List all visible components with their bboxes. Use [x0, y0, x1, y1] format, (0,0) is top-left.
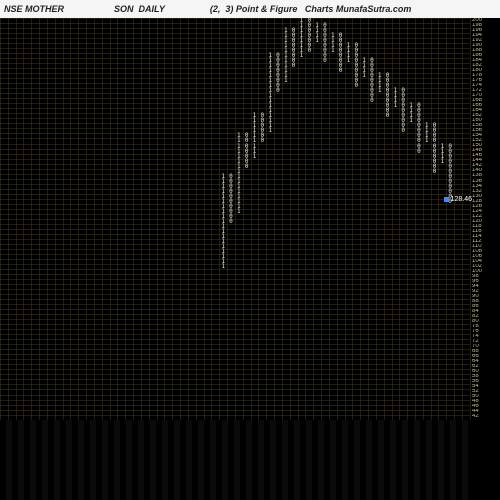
grid-line-v	[39, 18, 40, 420]
grid-line-v	[102, 18, 103, 420]
pf-cell: 1	[298, 53, 306, 58]
grid-line-v	[8, 18, 9, 420]
pnf-chart-area: 1111111111111111111000000000011111111111…	[0, 18, 470, 420]
grid-line-v	[337, 18, 338, 420]
header-gap2	[165, 4, 210, 14]
grid-line-v	[133, 18, 134, 420]
grid-line-v	[243, 18, 244, 420]
grid-line-v	[16, 18, 17, 420]
pf-cell: 0	[368, 98, 376, 103]
grid-line-v	[392, 18, 393, 420]
grid-line-v	[141, 18, 142, 420]
grid-line-v	[125, 18, 126, 420]
bottom-stripe	[462, 420, 468, 500]
grid-line-v	[438, 18, 439, 420]
grid-line-v	[78, 18, 79, 420]
pf-cell: 1	[407, 118, 415, 123]
grid-line-v	[462, 18, 463, 420]
grid-line-v	[305, 18, 306, 420]
grid-line-v	[235, 18, 236, 420]
grid-line-v	[63, 18, 64, 420]
grid-line-v	[94, 18, 95, 420]
grid-line-v	[290, 18, 291, 420]
grid-line-v	[110, 18, 111, 420]
price-marker-dot	[444, 197, 449, 202]
grid-line-v	[196, 18, 197, 420]
grid-line-v	[188, 18, 189, 420]
grid-line-v	[399, 18, 400, 420]
pf-cell: 0	[431, 169, 439, 174]
header-timeframe: SON DAILY	[114, 4, 165, 14]
grid-line-v	[251, 18, 252, 420]
pf-cell: 1	[282, 78, 290, 83]
header-gap1	[64, 4, 114, 14]
grid-line-v	[157, 18, 158, 420]
grid-line-v	[47, 18, 48, 420]
pf-cell: 1	[329, 48, 337, 53]
pf-cell: 0	[258, 138, 266, 143]
header-symbol: NSE MOTHER	[4, 4, 64, 14]
pf-cell: 0	[415, 149, 423, 154]
pf-cell: 1	[219, 264, 227, 269]
pf-cell: 1	[360, 73, 368, 78]
grid-line-v	[70, 18, 71, 420]
grid-line-v	[180, 18, 181, 420]
pf-cell: 0	[290, 63, 298, 68]
grid-line-v	[454, 18, 455, 420]
grid-line-v	[149, 18, 150, 420]
grid-line-v	[446, 18, 447, 420]
pf-cell: 0	[321, 58, 329, 63]
pf-cell: 0	[384, 113, 392, 118]
header-source: (2, 3) Point & Figure Charts MunafaSutra…	[210, 4, 412, 14]
pf-cell: 0	[337, 68, 345, 73]
grid-line-v	[172, 18, 173, 420]
pf-cell: 1	[251, 154, 259, 159]
grid-line-v	[258, 18, 259, 420]
pf-cell: 1	[266, 128, 274, 133]
grid-line-v	[360, 18, 361, 420]
pf-cell: 0	[243, 164, 251, 169]
chart-container: NSE MOTHER SON DAILY (2, 3) Point & Figu…	[0, 0, 500, 500]
pf-cell: 1	[345, 58, 353, 63]
grid-line-v	[407, 18, 408, 420]
pf-cell: 1	[423, 138, 431, 143]
grid-line-v	[55, 18, 56, 420]
grid-line-v	[345, 18, 346, 420]
y-axis-label: 42	[470, 414, 500, 419]
pf-cell: 0	[352, 83, 360, 88]
grid-line-v	[117, 18, 118, 420]
pf-cell: 0	[274, 88, 282, 93]
price-marker-value: 128.46	[451, 196, 472, 203]
grid-line-v	[204, 18, 205, 420]
grid-line-v	[211, 18, 212, 420]
grid-line-v	[298, 18, 299, 420]
pf-cell: 1	[376, 88, 384, 93]
grid-line-v	[431, 18, 432, 420]
grid-line-v	[164, 18, 165, 420]
pf-cell: 0	[399, 128, 407, 133]
price-marker: 128.46	[444, 196, 472, 203]
grid-line-v	[0, 18, 1, 420]
pf-cell: 0	[227, 219, 235, 224]
bottom-strip	[0, 420, 500, 500]
pf-cell: 1	[313, 38, 321, 43]
pf-cell: 0	[305, 48, 313, 53]
grid-line-v	[86, 18, 87, 420]
grid-line-v	[415, 18, 416, 420]
pf-cell: 1	[392, 103, 400, 108]
pf-cell: 1	[235, 209, 243, 214]
pf-cell: 1	[438, 159, 446, 164]
grid-line-v	[23, 18, 24, 420]
grid-line-v	[313, 18, 314, 420]
chart-header: NSE MOTHER SON DAILY (2, 3) Point & Figu…	[0, 0, 500, 18]
grid-line-v	[321, 18, 322, 420]
grid-line-v	[423, 18, 424, 420]
grid-line-v	[329, 18, 330, 420]
grid-line-v	[31, 18, 32, 420]
y-axis: 2001981961941921901881861841821801781761…	[470, 18, 500, 420]
